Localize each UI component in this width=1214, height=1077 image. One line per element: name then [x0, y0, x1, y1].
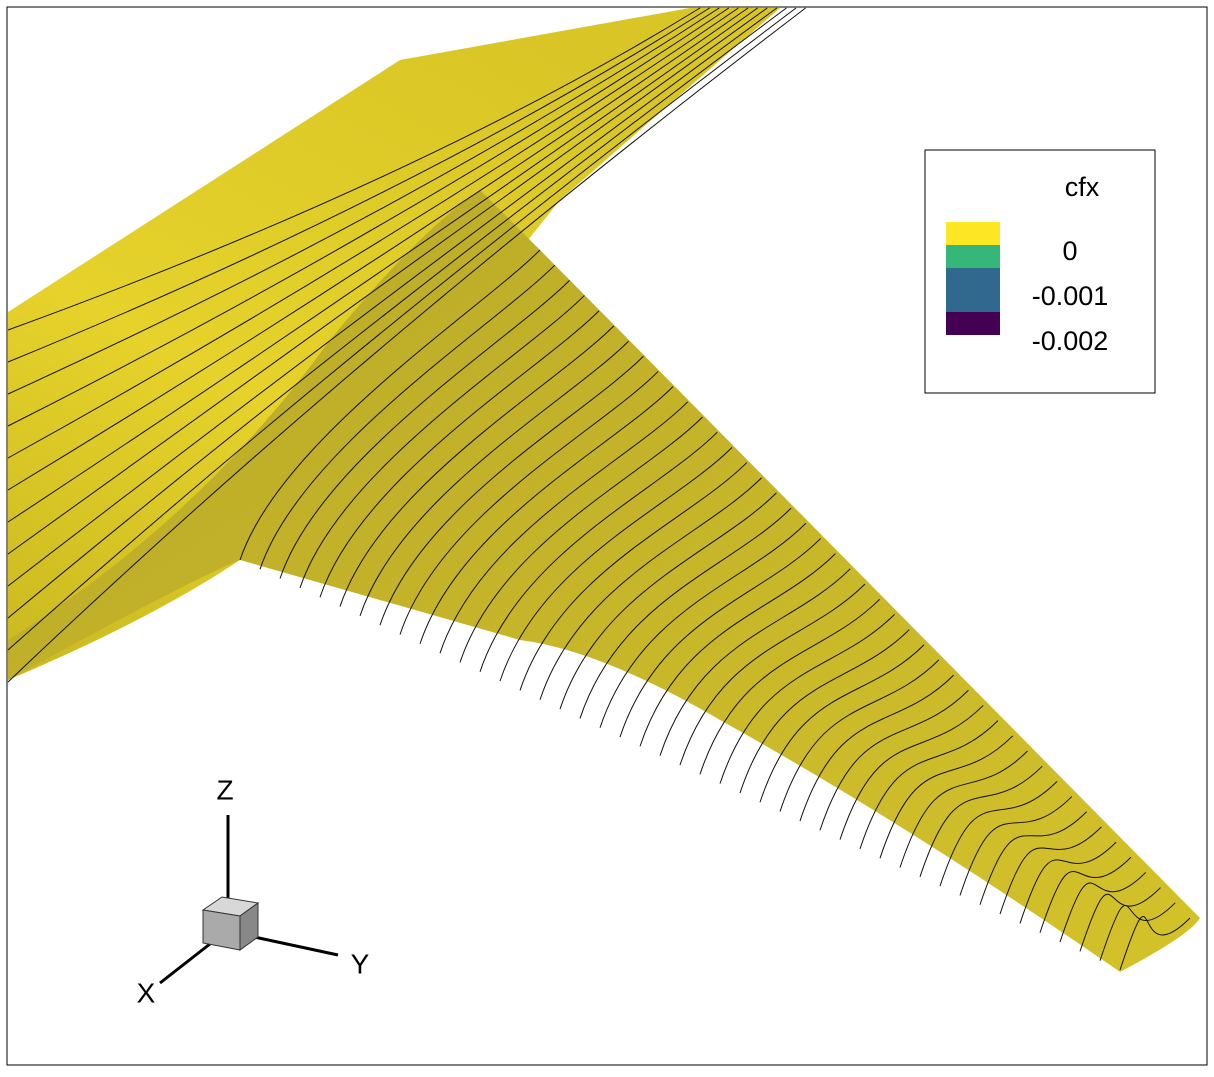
viewport: cfx 0 -0.001 -0.002 Z Y X — [0, 0, 1214, 1072]
legend: cfx 0 -0.001 -0.002 — [925, 150, 1155, 393]
legend-swatch — [946, 245, 1000, 268]
legend-label: 0 — [1062, 236, 1077, 266]
legend-swatch — [946, 268, 1000, 312]
y-label: Y — [351, 948, 370, 979]
x-label: X — [137, 977, 156, 1008]
legend-label: -0.001 — [1032, 281, 1109, 311]
z-label: Z — [216, 774, 233, 805]
cube-front — [203, 910, 240, 950]
legend-swatch — [946, 222, 1000, 245]
legend-title: cfx — [1065, 172, 1100, 202]
legend-swatch — [946, 312, 1000, 335]
legend-label: -0.002 — [1032, 326, 1109, 356]
